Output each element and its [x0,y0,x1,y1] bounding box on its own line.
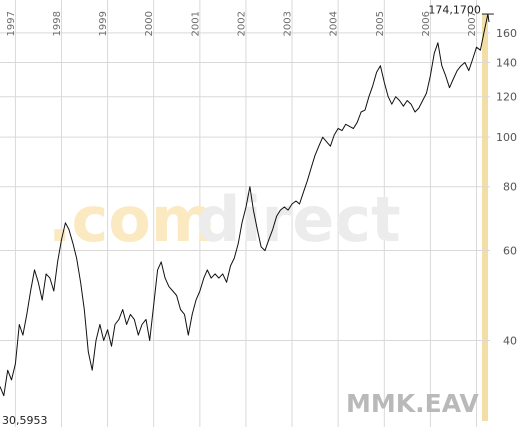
y-tick-label: 100 [496,131,517,144]
y-tick-label: 80 [503,181,517,194]
y-tick-label: 120 [496,91,517,104]
x-tick-label: 2002 [236,11,247,36]
low-value-label: 30,5953 [2,414,48,427]
x-tick-label: 2000 [144,11,155,36]
x-tick-label: 2003 [283,11,294,36]
x-tick-label: 2007 [467,11,478,36]
price-series-line [0,13,490,397]
current-range-band [482,14,488,421]
x-tick-label: 2005 [375,11,386,36]
x-axis-tick-labels: 1997 1998 1999 2000 2001 2002 2003 2004 2005 2006… [6,11,478,36]
y-tick-label: 160 [496,27,517,40]
x-tick-label: 1999 [98,11,109,36]
watermark-com: .com [48,183,216,256]
x-tick-label: 1997 [6,11,17,36]
vertical-gridlines [14,0,478,427]
x-tick-label: 2001 [190,11,201,36]
x-tick-label: 2006 [421,11,432,36]
y-tick-label: 40 [503,335,517,348]
watermark-direct: direct [196,183,401,256]
y-axis-tick-labels: 40 60 80 100 120 140 160 [496,27,517,348]
high-value-label: 174,1700 [428,4,481,17]
horizontal-gridlines [0,32,490,342]
ticker-symbol: MMK.EAV [346,389,479,418]
y-tick-label: 60 [503,245,517,258]
y-tick-label: 140 [496,57,517,70]
watermark-logo: .com direct [48,183,401,256]
x-tick-label: 1998 [52,11,63,36]
x-tick-label: 2004 [329,11,340,36]
